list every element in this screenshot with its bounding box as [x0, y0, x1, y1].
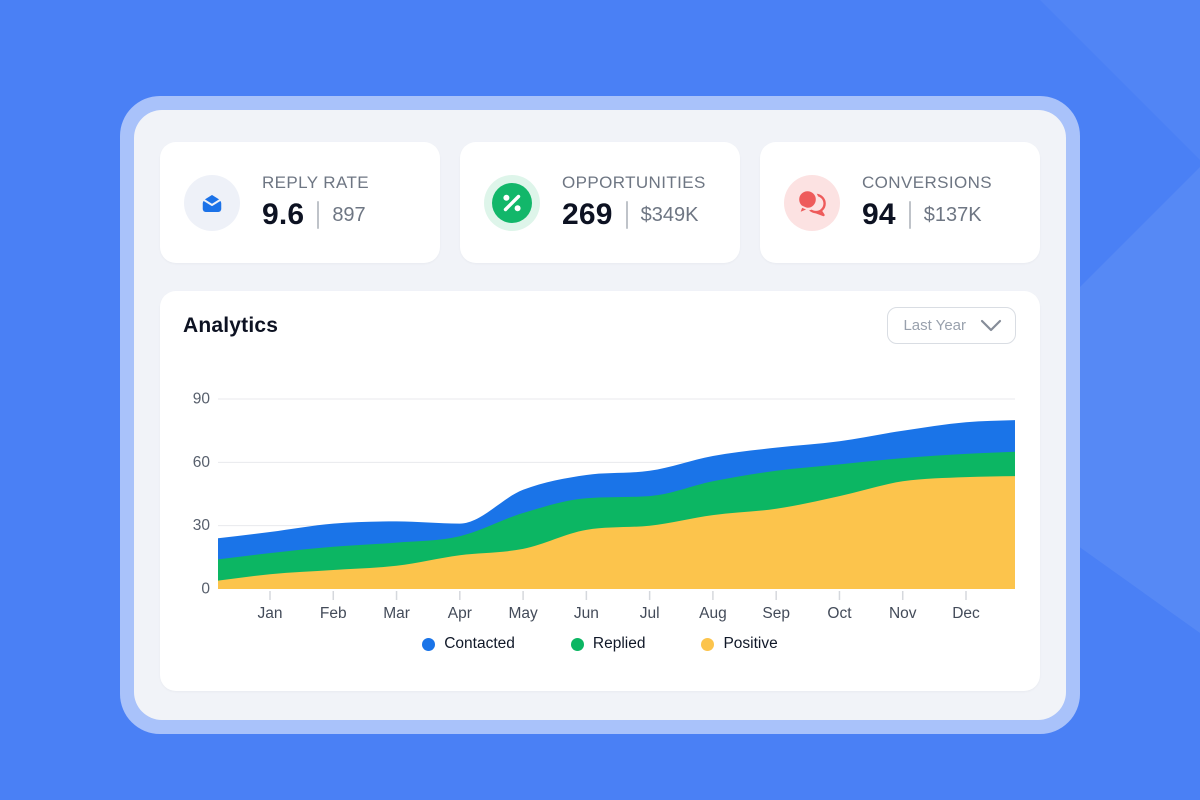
legend-dot	[422, 637, 436, 651]
stat-label: CONVERSIONS	[862, 173, 993, 192]
percent-icon	[484, 174, 540, 231]
svg-text:Oct: Oct	[827, 605, 852, 622]
page-title: Analytics	[183, 313, 279, 337]
stat-card-conversions: CONVERSIONS 94 $137K	[760, 142, 1040, 263]
stat-card-reply-rate: REPLY RATE 9.6 897	[160, 142, 440, 263]
stat-text: CONVERSIONS 94 $137K	[862, 173, 992, 232]
stat-value-row: 9.6 897	[262, 198, 369, 232]
legend-item-replied[interactable]: Replied	[570, 635, 646, 653]
legend-item-positive[interactable]: Positive	[701, 635, 778, 653]
analytics-chart: 0 30 60 90 Jan Feb Mar Apr May Jun Jul Aug Sep Oct Nov…	[193, 391, 1015, 622]
svg-text:Aug: Aug	[699, 605, 727, 622]
legend-item-contacted[interactable]: Contacted	[422, 635, 515, 653]
time-range-select[interactable]: Last Year	[887, 307, 1016, 344]
dashboard-frame: REPLY RATE 9.6 897	[120, 96, 1080, 734]
stat-value: 9.6	[262, 198, 305, 231]
stats-row: REPLY RATE 9.6 897	[160, 142, 1040, 263]
svg-text:30: 30	[193, 517, 211, 534]
analytics-card: Analytics Last Year 0 30 60 90 Jan Feb Mar Apr M…	[160, 291, 1040, 691]
stat-secondary-value: 897	[332, 203, 366, 226]
svg-text:May: May	[508, 605, 538, 622]
legend-label: Contacted	[444, 635, 515, 652]
stat-divider	[908, 201, 911, 229]
legend-label: Positive	[723, 635, 778, 652]
envelope-icon	[184, 174, 240, 231]
chart-legend: Contacted Replied Positive	[160, 635, 1040, 653]
stat-card-opportunities: OPPORTUNITIES 269 $349K	[460, 142, 740, 263]
svg-text:Feb: Feb	[320, 605, 347, 622]
svg-text:Mar: Mar	[383, 605, 410, 622]
chevron-down-icon	[980, 319, 1002, 331]
legend-dot	[701, 637, 715, 651]
svg-text:Sep: Sep	[762, 605, 790, 622]
svg-text:Dec: Dec	[952, 605, 980, 622]
stat-text: OPPORTUNITIES 269 $349K	[562, 173, 706, 232]
stat-text: REPLY RATE 9.6 897	[262, 173, 369, 232]
stat-value-row: 94 $137K	[862, 198, 992, 232]
stat-label: REPLY RATE	[262, 173, 369, 192]
stat-label: OPPORTUNITIES	[562, 173, 706, 192]
dashboard-panel: REPLY RATE 9.6 897	[134, 110, 1066, 720]
stat-value: 94	[862, 198, 896, 231]
svg-text:Jun: Jun	[574, 605, 599, 622]
svg-text:90: 90	[193, 391, 211, 408]
stat-value-row: 269 $349K	[562, 198, 706, 232]
stat-value: 269	[562, 198, 613, 231]
stat-secondary-value: $137K	[923, 203, 982, 226]
stat-divider	[625, 201, 628, 229]
svg-text:0: 0	[201, 581, 210, 598]
legend-label: Replied	[592, 635, 646, 652]
time-range-value: Last Year	[903, 317, 966, 334]
svg-text:Apr: Apr	[448, 605, 472, 622]
analytics-header: Analytics Last Year	[160, 291, 1040, 344]
legend-dot	[570, 637, 584, 651]
stat-divider	[317, 201, 320, 229]
svg-text:Jan: Jan	[258, 605, 283, 622]
svg-text:Nov: Nov	[889, 605, 917, 622]
stat-secondary-value: $349K	[640, 203, 699, 226]
svg-text:Jul: Jul	[640, 605, 660, 622]
svg-text:60: 60	[193, 454, 211, 471]
chat-icon	[784, 174, 840, 231]
